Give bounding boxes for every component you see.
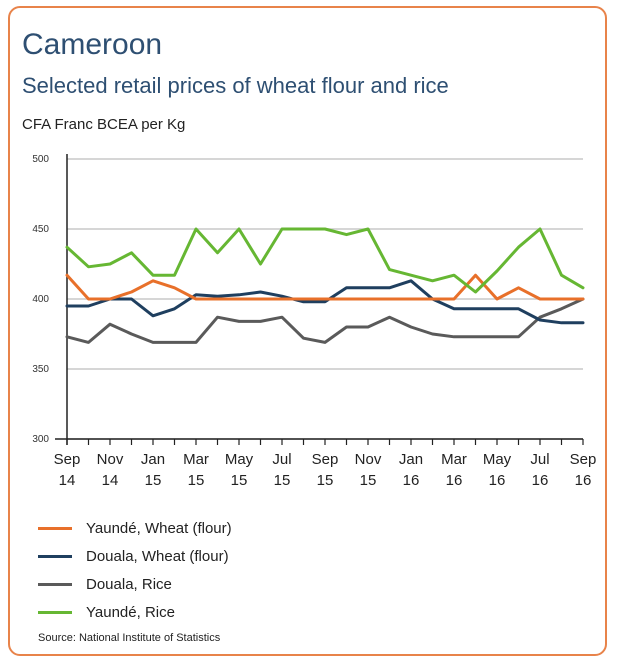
x-tick-label-year: 15 [360, 472, 377, 489]
x-tick-label-year: 16 [403, 472, 420, 489]
series-lines [65, 227, 585, 344]
legend-swatch [38, 582, 72, 586]
x-tick-label-year: 14 [59, 472, 76, 489]
chart-card [8, 6, 607, 656]
x-tick-label-month: Sep [54, 451, 81, 468]
series-line-yaund-rice [65, 227, 585, 294]
x-tick-label-year: 15 [145, 472, 162, 489]
x-tick-label-year: 16 [532, 472, 549, 489]
x-tick-label-month: Jul [272, 451, 291, 468]
legend-label: Yaundé, Wheat (flour) [86, 519, 232, 537]
x-tick-label-year: 14 [102, 472, 119, 489]
legend-label: Douala, Rice [86, 575, 172, 593]
x-tick-label-month: Jan [399, 451, 423, 468]
x-tick-label-month: May [225, 451, 254, 468]
y-tick-label: 300 [32, 434, 49, 445]
legend-swatch [38, 610, 72, 614]
x-tick-label-month: Jul [530, 451, 549, 468]
x-tick-label-year: 16 [489, 472, 506, 489]
y-tick-label: 500 [32, 154, 49, 165]
y-tick-label: 400 [32, 294, 49, 305]
series-line-douala-rice [65, 297, 585, 344]
x-tick-label-month: Mar [183, 451, 209, 468]
legend-item: Douala, Wheat (flour) [38, 542, 232, 570]
series-line-yaund-wheat-flour [65, 273, 585, 301]
y-tick-label: 450 [32, 224, 49, 235]
x-tick-label-year: 15 [274, 472, 291, 489]
x-tick-label-month: Mar [441, 451, 467, 468]
legend-item: Yaundé, Wheat (flour) [38, 514, 232, 542]
legend-item: Douala, Rice [38, 570, 232, 598]
x-axis: Sep 14 Nov 14 Jan 15 Mar 15 May 15 Jul 15 Sep 15 Nov 15… [54, 154, 597, 489]
legend-item: Yaundé, Rice [38, 598, 232, 626]
y-axis-ticks: 300 350 400 450 500 [32, 154, 49, 445]
x-tick-label-month: Sep [570, 451, 597, 468]
y-axis-unit-label: CFA Franc BCEA per Kg [22, 116, 186, 133]
source-note: Source: National Institute of Statistics [38, 632, 221, 644]
legend-swatch [38, 554, 72, 558]
x-tick-label-year: 15 [231, 472, 248, 489]
legend: Yaundé, Wheat (flour) Douala, Wheat (flou… [38, 514, 232, 626]
x-tick-label-year: 15 [188, 472, 205, 489]
legend-swatch [38, 526, 72, 530]
x-tick-label-month: Jan [141, 451, 165, 468]
x-tick-label-month: Nov [97, 451, 124, 468]
chart-subtitle: Selected retail prices of wheat flour an… [22, 73, 449, 98]
chart-title: Cameroon [22, 28, 163, 61]
x-tick-label-month: Sep [312, 451, 339, 468]
x-tick-label-year: 16 [446, 472, 463, 489]
x-tick-label-year: 15 [317, 472, 334, 489]
series-line-douala-wheat-flour [65, 279, 585, 325]
x-tick-label-month: Nov [355, 451, 382, 468]
x-tick-label-year: 16 [575, 472, 592, 489]
legend-label: Yaundé, Rice [86, 603, 175, 621]
y-tick-label: 350 [32, 364, 49, 375]
x-tick-label-month: May [483, 451, 512, 468]
legend-label: Douala, Wheat (flour) [86, 547, 229, 565]
